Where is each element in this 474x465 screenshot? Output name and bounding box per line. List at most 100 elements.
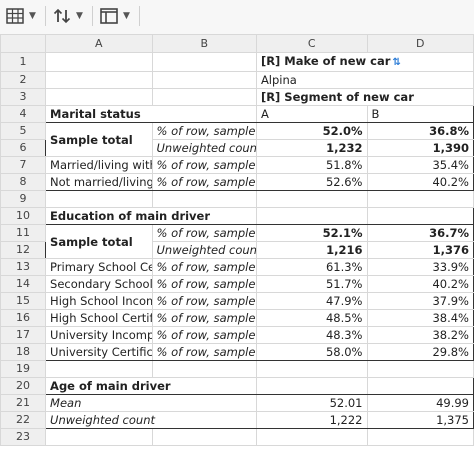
cell[interactable]: 48.3% [255, 326, 368, 344]
row-header[interactable]: 19 [0, 360, 47, 378]
cell[interactable] [366, 377, 474, 395]
chevron-down-icon[interactable]: ▼ [123, 11, 130, 21]
cell[interactable]: A [255, 105, 368, 123]
cell[interactable]: 35.4% [366, 156, 474, 174]
cell[interactable]: % of row, sample base [151, 224, 257, 242]
row-header[interactable]: 23 [0, 428, 47, 446]
cell[interactable]: Mean [45, 394, 257, 412]
row-header[interactable]: 18 [0, 343, 47, 361]
cell[interactable]: Unweighted count [45, 411, 257, 429]
row-header[interactable]: 1 [0, 52, 47, 72]
cell[interactable]: 47.9% [255, 292, 368, 310]
cell[interactable]: 38.2% [366, 326, 474, 344]
cell[interactable]: % of row, sample base [151, 275, 257, 293]
column-header-a[interactable]: A [45, 34, 153, 53]
column-header-c[interactable]: C [255, 34, 368, 53]
cell[interactable]: 61.3% [255, 258, 368, 276]
cell[interactable] [45, 428, 153, 446]
cell[interactable] [151, 428, 257, 446]
cell[interactable]: 33.9% [366, 258, 474, 276]
row-header[interactable]: 3 [0, 88, 47, 106]
cell[interactable] [366, 360, 474, 378]
cell[interactable]: 1,232 [255, 139, 368, 157]
row-header[interactable]: 12 [0, 241, 47, 259]
cell[interactable]: Unweighted count [151, 139, 257, 157]
cell[interactable]: Alpina [255, 71, 474, 89]
cell[interactable] [45, 190, 153, 208]
cell[interactable]: 37.9% [366, 292, 474, 310]
cell[interactable] [151, 190, 257, 208]
cell[interactable]: % of row, sample base [151, 326, 257, 344]
cell[interactable]: 52.6% [255, 173, 368, 191]
row-header[interactable]: 11 [0, 224, 47, 242]
cell[interactable]: Sample total [45, 224, 153, 259]
row-header[interactable]: 13 [0, 258, 47, 276]
row-header[interactable]: 21 [0, 394, 47, 412]
cell[interactable] [255, 377, 368, 395]
cell[interactable]: 40.2% [366, 275, 474, 293]
column-header-b[interactable]: B [151, 34, 257, 53]
cell[interactable]: % of row, sample base [151, 292, 257, 310]
select-all-corner[interactable] [0, 34, 47, 53]
cell[interactable]: 52.01 [255, 394, 368, 412]
column-header-d[interactable]: D [366, 34, 474, 53]
cell[interactable]: 51.8% [255, 156, 368, 174]
cell[interactable]: Primary School Certificate [45, 258, 153, 276]
cell[interactable] [366, 428, 474, 446]
row-header[interactable]: 7 [0, 156, 47, 174]
cell[interactable] [255, 428, 368, 446]
row-header[interactable]: 2 [0, 71, 47, 89]
cell[interactable] [45, 52, 153, 72]
row-header[interactable]: 17 [0, 326, 47, 344]
cell[interactable]: [R] Make of new car ⇅ [255, 52, 474, 72]
cell[interactable]: University Certificate [45, 343, 153, 361]
cell[interactable]: % of row, sample base [151, 156, 257, 174]
cell[interactable]: University Incomplete [45, 326, 153, 344]
cell[interactable] [366, 190, 474, 208]
panel-button[interactable]: ▼ [100, 5, 130, 27]
cell[interactable] [151, 52, 257, 72]
cell[interactable]: Sample total [45, 122, 153, 157]
cell[interactable]: % of row, sample base [151, 122, 257, 140]
cell[interactable]: High School Certificate [45, 309, 153, 327]
cell[interactable] [151, 88, 257, 106]
cell[interactable]: B [366, 105, 474, 123]
row-header[interactable]: 22 [0, 411, 47, 429]
cell[interactable]: 40.2% [366, 173, 474, 191]
cell[interactable]: 1,375 [366, 411, 474, 429]
chevron-down-icon[interactable]: ▼ [29, 11, 36, 21]
sort-button[interactable]: ▼ [53, 5, 83, 27]
cell[interactable] [151, 360, 257, 378]
row-header[interactable]: 9 [0, 190, 47, 208]
cell[interactable]: 51.7% [255, 275, 368, 293]
chevron-down-icon[interactable]: ▼ [76, 11, 83, 21]
cell[interactable]: Marital status [45, 105, 257, 123]
row-header[interactable]: 14 [0, 275, 47, 293]
cell[interactable]: % of row, sample base [151, 173, 257, 191]
cell[interactable]: % of row, sample base [151, 343, 257, 361]
cell[interactable]: % of row, sample base [151, 258, 257, 276]
cell[interactable]: 1,216 [255, 241, 368, 259]
cell[interactable]: Secondary School Certificate [45, 275, 153, 293]
cell[interactable]: Married/living with partner [45, 156, 153, 174]
cell[interactable]: Age of main driver [45, 377, 257, 395]
cell[interactable] [45, 71, 153, 89]
sort-indicator-icon[interactable]: ⇅ [392, 57, 401, 68]
cell[interactable] [366, 207, 474, 225]
cell[interactable] [255, 207, 368, 225]
cell[interactable]: 1,390 [366, 139, 474, 157]
cell[interactable]: Education of main driver [45, 207, 257, 225]
row-header[interactable]: 20 [0, 377, 47, 395]
cell[interactable]: 49.99 [366, 394, 474, 412]
cell[interactable] [151, 71, 257, 89]
cell[interactable]: % of row, sample base [151, 309, 257, 327]
row-header[interactable]: 6 [0, 139, 47, 157]
cell[interactable]: 36.7% [366, 224, 474, 242]
cell[interactable]: 58.0% [255, 343, 368, 361]
cell[interactable]: Not married/living with partner [45, 173, 153, 191]
cell[interactable]: [R] Segment of new car [255, 88, 474, 106]
cell[interactable]: 36.8% [366, 122, 474, 140]
row-header[interactable]: 4 [0, 105, 47, 123]
cell[interactable]: 38.4% [366, 309, 474, 327]
row-header[interactable]: 16 [0, 309, 47, 327]
